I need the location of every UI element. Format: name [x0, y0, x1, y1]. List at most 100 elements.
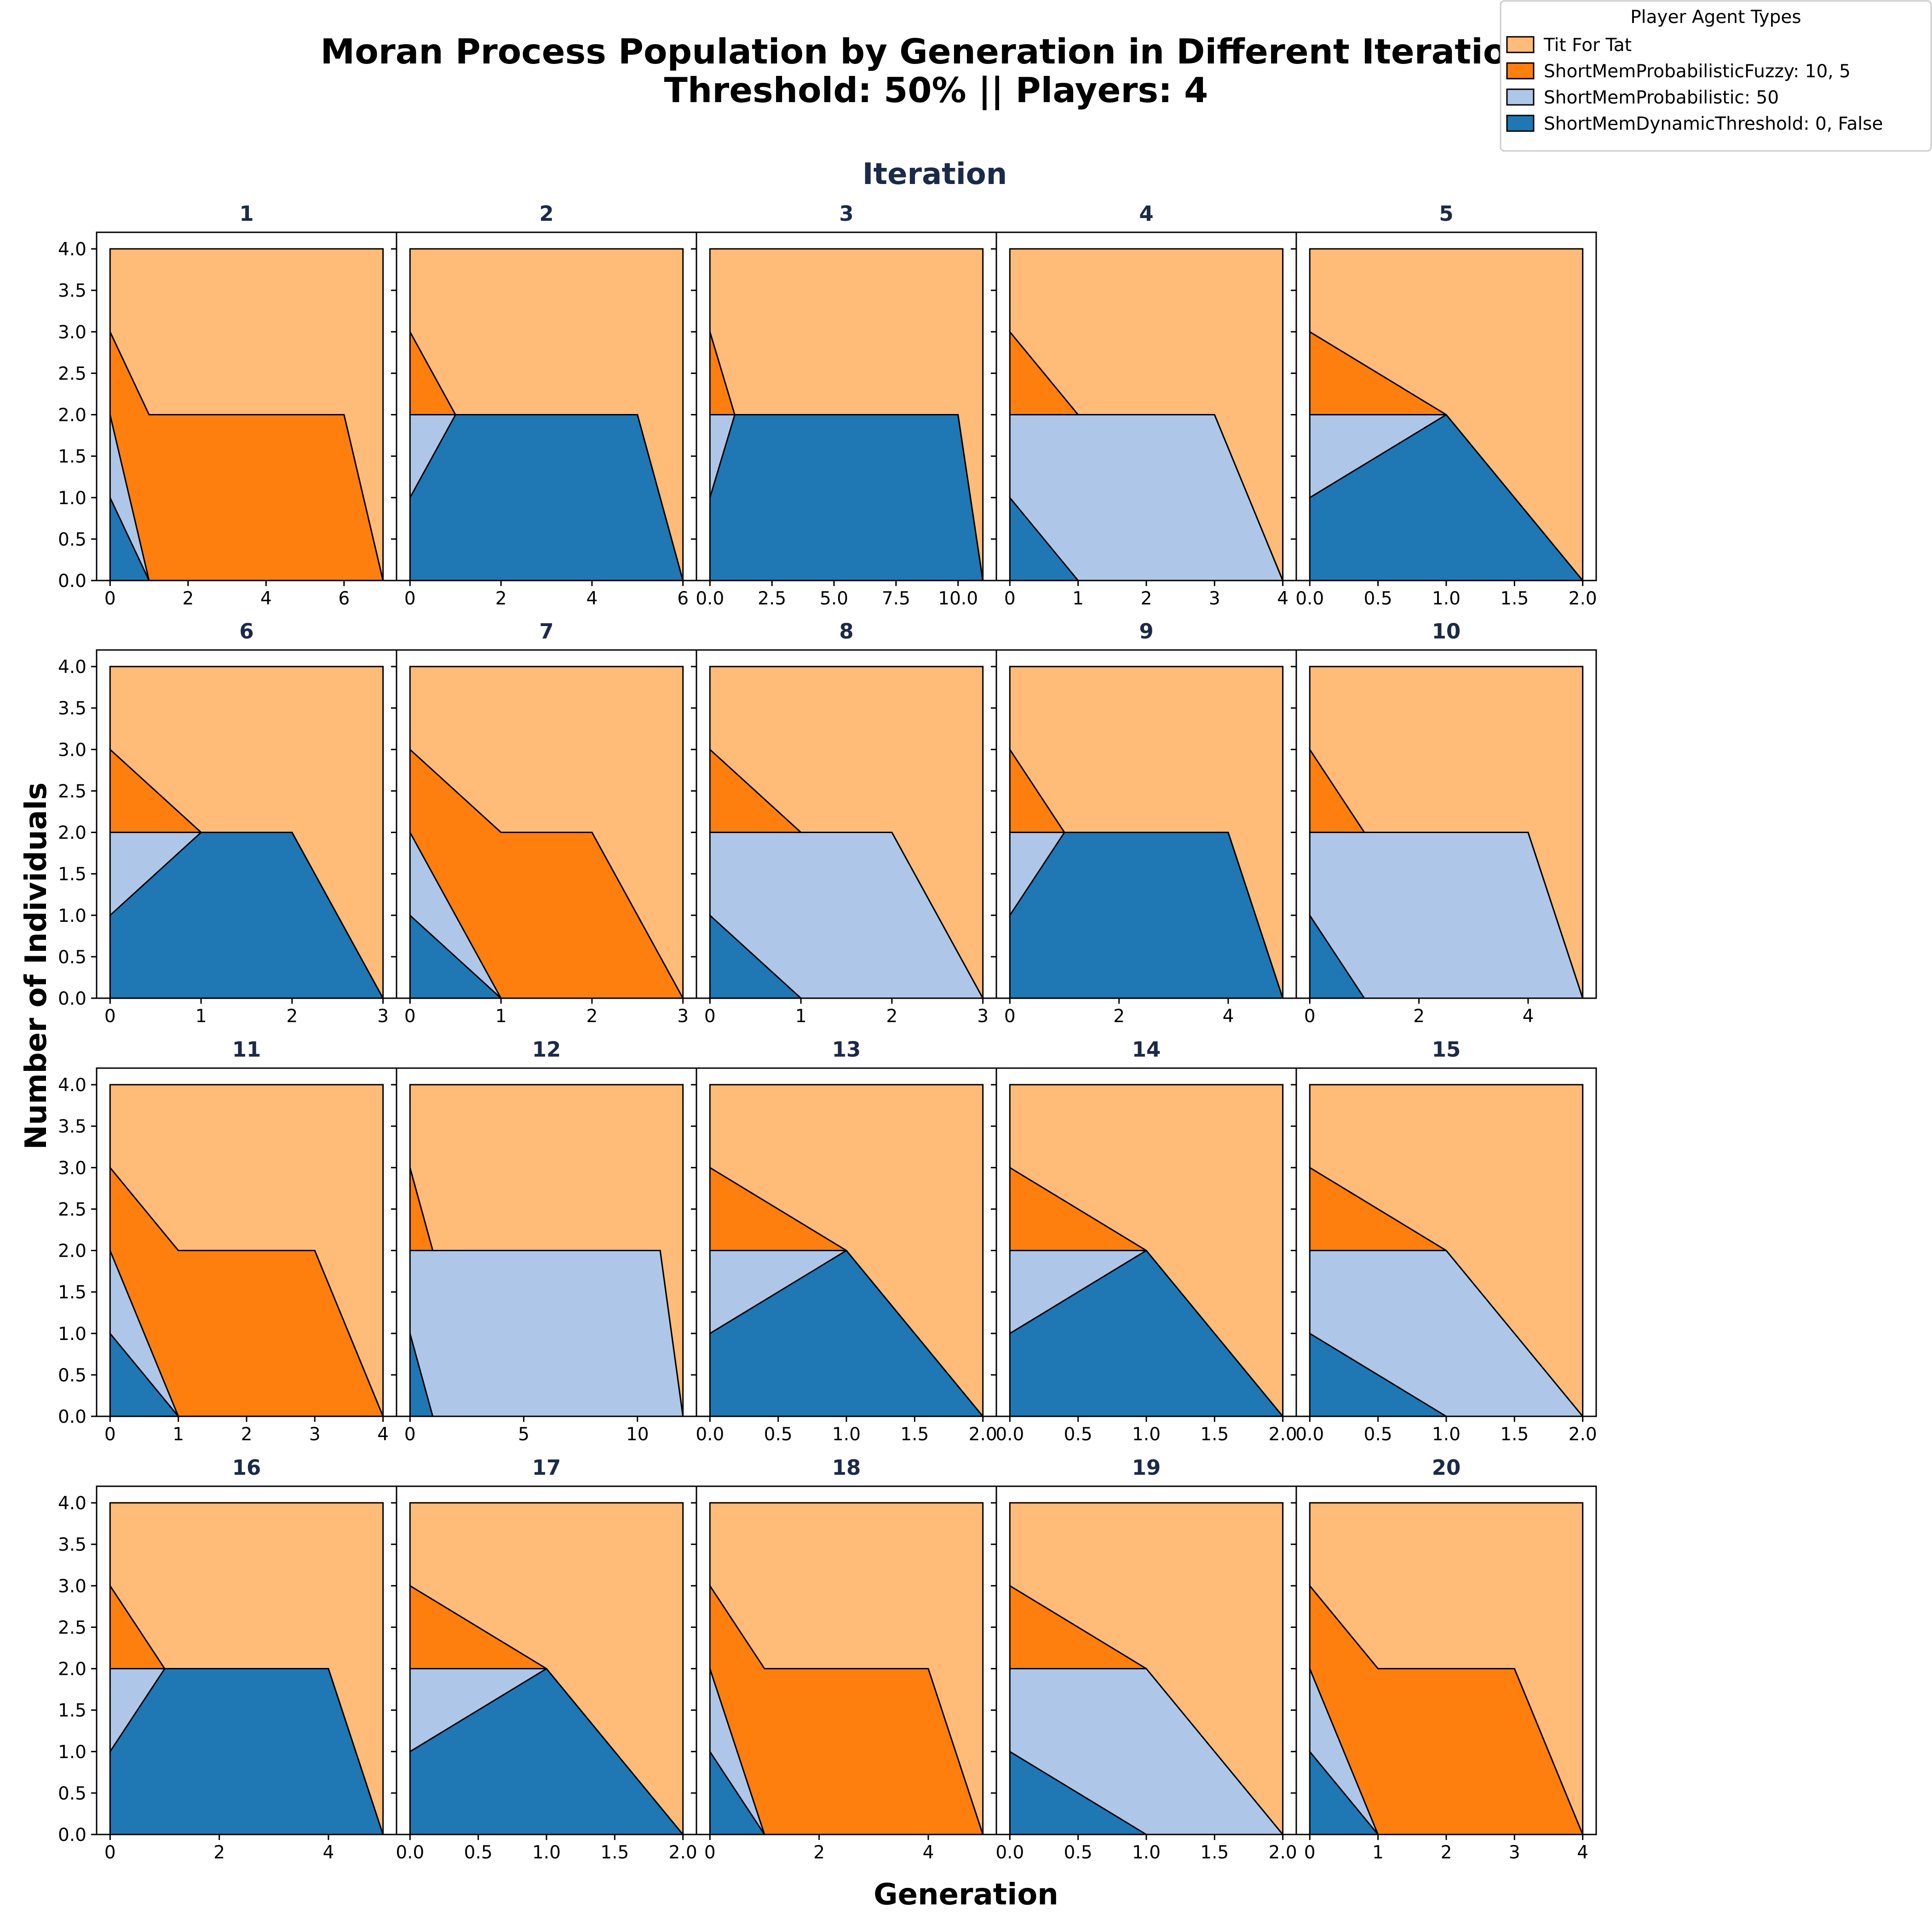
y-tick-label: 3.5: [58, 1535, 86, 1555]
y-tick-label: 0.0: [58, 989, 86, 1009]
x-tick-label: 1.5: [900, 1424, 929, 1445]
y-axis-label: Number of Individuals: [19, 782, 53, 1150]
x-tick-label: 0.0: [696, 588, 724, 609]
y-tick-label: 3.5: [58, 698, 86, 719]
area-shortmemdynamicthreshold-0-false-iter-3: [709, 414, 984, 581]
x-tick-label: 3: [1209, 588, 1220, 609]
y-tick-label: 2.5: [58, 781, 86, 802]
x-tick-label: 2: [182, 588, 194, 609]
panel-grid: 10 2 4 60.00.51.01.52.02.53.03.54.020 2 4 630.…: [58, 201, 1597, 1863]
panel-iteration-16: 16 0 2 4 0.0 0.5 1.0 1.5 2.0 2.5 3.0 3.5 4.0: [58, 1455, 397, 1863]
panel-title: 1: [239, 201, 253, 226]
x-tick-label: 7.5: [882, 588, 910, 609]
x-tick-label: 2: [1113, 1006, 1125, 1027]
x-tick-label: 3: [377, 1006, 389, 1027]
panel-iteration-3: 3 0.0 2.5 5.0 7.5 10.0: [691, 201, 997, 609]
panel-iteration-20: 20 0 1 2 3 4: [1291, 1455, 1597, 1863]
y-tick-label: 0.5: [58, 1365, 86, 1386]
panel-iteration-1: 1 0 2 4 6 0.0 0.5 1.0 1.5 2.0 2.5 3.0 3.5 4.0: [58, 201, 397, 609]
x-tick-label: 2: [213, 1842, 225, 1863]
x-tick-label: 0.5: [464, 1842, 493, 1863]
panel-iteration-14: 14 0.0 0.5 1.0 1.5 2.0: [991, 1037, 1297, 1445]
panel-frame: [1295, 649, 1597, 999]
x-tick-label: 2: [1413, 1006, 1425, 1027]
x-tick-label: 5.0: [820, 588, 848, 609]
panel-title: 13: [832, 1037, 861, 1062]
x-tick-label: 0: [704, 1006, 716, 1027]
x-tick-label: 2: [1441, 1842, 1452, 1863]
legend-swatch: [1506, 36, 1535, 53]
x-tick-label: 0.5: [764, 1424, 793, 1445]
x-tick-label: 0: [104, 1006, 116, 1027]
x-tick-label: 0: [404, 588, 416, 609]
legend-swatch: [1506, 88, 1535, 106]
x-tick-label: 4: [586, 588, 598, 609]
y-tick-label: 3.0: [58, 1158, 86, 1179]
x-tick-label: 0: [704, 1842, 716, 1863]
x-tick-label: 4: [1277, 588, 1288, 609]
y-tick-label: 1.5: [58, 864, 86, 885]
panel-iteration-7: 7 0 1 2 3: [391, 619, 697, 1027]
x-tick-label: 2: [1141, 588, 1152, 609]
panel-iteration-4: 4 0 1 2 3 4: [991, 201, 1297, 609]
panel-title: 17: [532, 1455, 561, 1480]
legend-entry-label: ShortMemProbabilisticFuzzy: 10, 5: [1544, 61, 1851, 82]
panel-title: 12: [532, 1037, 561, 1062]
x-tick-label: 0.0: [696, 1424, 724, 1445]
panel-iteration-17: 17 0.0 0.5 1.0 1.5 2.0: [391, 1455, 697, 1863]
y-tick-label: 1.0: [58, 1324, 86, 1345]
panel-iteration-2: 2 0 2 4 6: [391, 201, 697, 609]
y-tick-label: 3.5: [58, 1116, 86, 1137]
legend-swatch: [1506, 62, 1535, 80]
y-tick-label: 1.0: [58, 906, 86, 926]
y-tick-label: 1.0: [58, 488, 86, 509]
x-tick-label: 1: [1372, 1842, 1384, 1863]
legend: Player Agent Types Tit For Tat ShortMemPr…: [1500, 0, 1932, 152]
x-tick-label: 2.0: [1569, 1424, 1597, 1445]
x-tick-label: 4: [1577, 1842, 1588, 1863]
area-shortmemprobabilistic-50-iter-12: [409, 1250, 684, 1417]
x-tick-label: 0: [104, 1424, 116, 1445]
x-tick-label: 0: [1004, 588, 1016, 609]
y-tick-label: 3.0: [58, 322, 86, 343]
x-tick-label: 2: [495, 588, 507, 609]
panel-title: 19: [1132, 1455, 1161, 1480]
x-tick-label: 1.0: [832, 1424, 861, 1445]
panel-iteration-12: 12 0 5 10: [391, 1037, 697, 1445]
x-tick-label: 1: [495, 1006, 507, 1027]
x-tick-label: 1.5: [1500, 588, 1529, 609]
panel-title: 10: [1432, 619, 1461, 644]
panel-title: 18: [832, 1455, 861, 1480]
legend-entry-label: ShortMemDynamicThreshold: 0, False: [1544, 114, 1883, 134]
x-tick-label: 1.0: [532, 1842, 561, 1863]
x-tick-label: 10: [626, 1424, 649, 1445]
x-tick-label: 1.0: [1432, 1424, 1460, 1445]
x-tick-label: 0: [1304, 1006, 1316, 1027]
y-tick-label: 2.0: [58, 405, 86, 426]
x-tick-label: 4: [260, 588, 272, 609]
facet-title: Iteration: [862, 157, 1007, 191]
y-tick-label: 1.5: [58, 1701, 86, 1721]
y-tick-label: 0.5: [58, 947, 86, 968]
x-tick-label: 3: [677, 1006, 689, 1027]
legend-entry-label: ShortMemProbabilistic: 50: [1544, 87, 1779, 108]
panel-title: 3: [839, 201, 853, 226]
x-tick-label: 2: [586, 1006, 598, 1027]
panel-iteration-18: 18 0 2 4: [691, 1455, 997, 1863]
panel-iteration-9: 9 0 2 4: [991, 619, 1297, 1027]
x-tick-label: 0.5: [1064, 1842, 1092, 1863]
x-tick-label: 4: [923, 1842, 934, 1863]
x-tick-label: 2.0: [1269, 1424, 1297, 1445]
chart-title-line-1: Moran Process Population by Generation i…: [321, 31, 1552, 72]
panel-title: 20: [1432, 1455, 1461, 1480]
y-tick-label: 4.0: [58, 1075, 86, 1096]
x-tick-label: 5: [518, 1424, 529, 1445]
legend-frame: [1500, 0, 1932, 152]
panel-iteration-19: 19 0.0 0.5 1.0 1.5 2.0: [991, 1455, 1297, 1863]
panel-title: 14: [1132, 1037, 1161, 1062]
y-tick-label: 3.0: [58, 1576, 86, 1597]
x-tick-label: 2.5: [758, 588, 786, 609]
x-axis-label: Generation: [874, 1878, 1058, 1912]
panel-iteration-8: 8 0 1 2 3: [691, 619, 997, 1027]
panel-title: 5: [1439, 201, 1453, 226]
